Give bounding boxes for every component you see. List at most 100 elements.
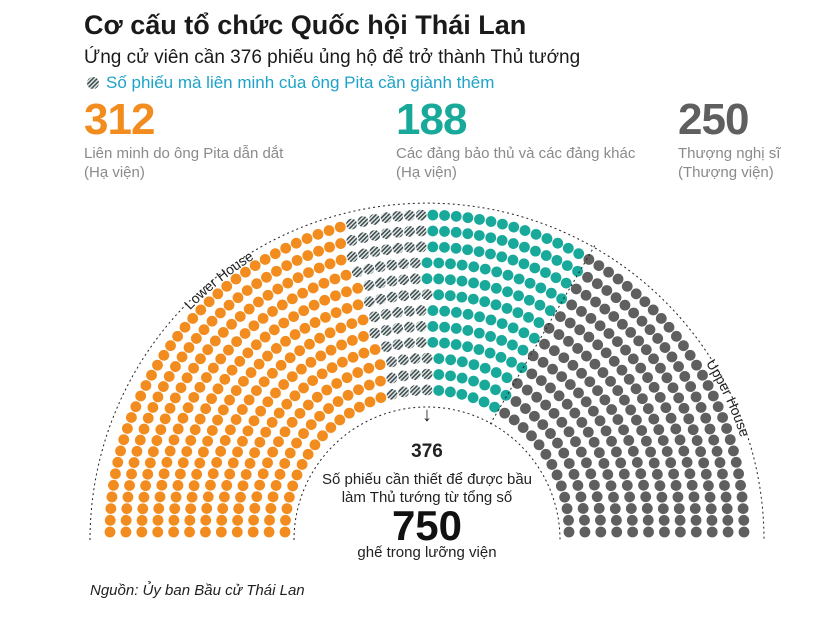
seat-lower-house-0: [313, 262, 325, 274]
seat-lower-house-2: [530, 228, 542, 240]
seat-lower-house-1: [346, 251, 358, 263]
seat-upper-house-3: [641, 503, 653, 514]
seat-upper-house-3: [621, 480, 633, 491]
seat-lower-house-2: [445, 370, 456, 382]
seat-lower-house-0: [253, 296, 264, 308]
seat-lower-house-0: [203, 296, 215, 308]
seat-lower-house-0: [217, 503, 229, 514]
seat-lower-house-0: [134, 434, 146, 446]
seat-lower-house-0: [168, 514, 180, 526]
seat-lower-house-2: [562, 242, 574, 254]
seat-lower-house-2: [433, 385, 445, 396]
seat-lower-house-1: [409, 369, 421, 380]
seat-upper-house-3: [585, 312, 597, 324]
seat-lower-house-0: [181, 372, 193, 384]
seat-upper-house-3: [635, 468, 647, 480]
seat-upper-house-3: [631, 457, 643, 468]
seat-lower-house-2: [468, 359, 480, 371]
seat-lower-house-0: [317, 430, 328, 442]
seat-upper-house-3: [529, 410, 540, 422]
seat-lower-house-0: [184, 526, 195, 538]
seat-lower-house-0: [163, 371, 175, 382]
seat-upper-house-3: [567, 359, 579, 371]
seat-upper-house-3: [619, 299, 631, 311]
seat-lower-house-1: [386, 291, 398, 303]
seat-upper-house-3: [508, 414, 520, 426]
seat-lower-house-0: [262, 457, 273, 469]
seat-upper-house-3: [625, 327, 637, 338]
seat-lower-house-0: [165, 340, 176, 352]
seat-lower-house-0: [324, 327, 336, 339]
seat-lower-house-0: [205, 479, 216, 491]
seat-lower-house-0: [357, 314, 369, 326]
seat-lower-house-0: [272, 283, 284, 295]
seat-upper-house-3: [561, 503, 573, 515]
seat-lower-house-1: [363, 263, 375, 275]
seat-lower-house-2: [421, 257, 433, 269]
seat-lower-house-1: [392, 226, 404, 238]
seat-lower-house-0: [358, 331, 369, 342]
seat-lower-house-1: [374, 261, 386, 273]
seat-lower-house-1: [409, 289, 421, 301]
threshold-desc: Số phiếu cần thiết để được bầu làm Thủ t…: [297, 471, 557, 507]
seat-lower-house-0: [369, 344, 381, 355]
seat-upper-house-3: [627, 445, 639, 457]
seat-lower-house-0: [240, 266, 251, 278]
seat-lower-house-0: [269, 248, 281, 260]
seat-lower-house-0: [174, 468, 186, 480]
seat-upper-house-3: [589, 358, 601, 370]
seat-lower-house-0: [169, 503, 181, 515]
seat-upper-house-3: [670, 480, 682, 491]
seat-lower-house-0: [311, 391, 323, 403]
seat-lower-house-0: [238, 375, 249, 387]
seat-lower-house-1: [415, 305, 427, 316]
seat-upper-house-3: [517, 422, 529, 433]
seat-lower-house-0: [185, 435, 197, 446]
seat-upper-house-3: [639, 296, 651, 308]
seat-lower-house-0: [224, 468, 236, 480]
seat-upper-house-3: [663, 321, 675, 333]
seat-upper-house-3: [535, 375, 547, 386]
seat-upper-house-3: [695, 446, 707, 458]
seat-upper-house-3: [563, 458, 575, 469]
seat-upper-house-3: [655, 313, 667, 324]
seat-upper-house-3: [570, 436, 581, 448]
seat-lower-house-0: [323, 403, 334, 414]
seat-upper-house-3: [651, 468, 663, 480]
seat-upper-house-3: [531, 391, 543, 403]
seat-upper-house-3: [599, 394, 611, 406]
seat-lower-house-0: [342, 389, 354, 401]
seat-lower-house-0: [264, 514, 275, 526]
seat-lower-house-0: [251, 385, 262, 396]
hatched-seat-icon: [87, 77, 99, 89]
seat-lower-house-0: [212, 383, 224, 395]
seat-lower-house-0: [278, 317, 290, 329]
seat-lower-house-2: [512, 307, 524, 319]
seat-lower-house-0: [230, 385, 242, 396]
seat-lower-house-2: [473, 230, 485, 241]
seat-lower-house-0: [194, 457, 206, 469]
seat-lower-house-1: [409, 257, 421, 269]
seat-lower-house-1: [421, 289, 433, 300]
seat-lower-house-0: [309, 439, 321, 451]
seat-lower-house-0: [315, 350, 327, 362]
seat-upper-house-3: [656, 491, 668, 503]
seat-lower-house-0: [294, 345, 306, 357]
seat-upper-house-3: [648, 353, 659, 365]
seat-upper-house-3: [652, 333, 664, 344]
seat-lower-house-0: [314, 410, 325, 422]
seat-lower-house-0: [177, 457, 189, 469]
seat-lower-house-0: [375, 375, 386, 387]
seat-lower-house-0: [243, 394, 255, 406]
seat-lower-house-2: [456, 372, 468, 384]
seat-lower-house-0: [289, 329, 301, 340]
seat-lower-house-0: [352, 299, 364, 311]
seat-lower-house-2: [533, 317, 545, 328]
seat-upper-house-3: [611, 446, 622, 458]
seat-lower-house-0: [276, 299, 288, 311]
seat-upper-house-3: [714, 457, 726, 468]
seat-upper-house-3: [623, 435, 635, 446]
seat-lower-house-1: [386, 356, 398, 368]
seat-lower-house-0: [335, 322, 347, 334]
